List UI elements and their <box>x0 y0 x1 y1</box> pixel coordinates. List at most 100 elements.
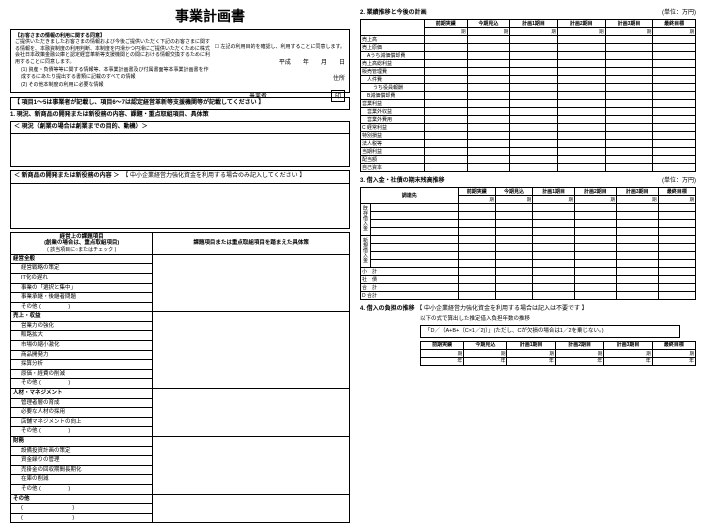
value-cell[interactable] <box>467 116 510 124</box>
period-cell[interactable]: 期 <box>604 349 652 357</box>
value-cell[interactable] <box>616 268 658 276</box>
value-cell[interactable] <box>658 268 695 276</box>
value-cell[interactable] <box>653 108 696 116</box>
value-cell[interactable] <box>467 156 510 164</box>
value-cell[interactable] <box>653 84 696 92</box>
value-cell[interactable] <box>557 60 605 68</box>
value-cell[interactable] <box>425 156 468 164</box>
value-cell[interactable] <box>425 76 468 84</box>
value-cell[interactable] <box>467 124 510 132</box>
value-cell[interactable] <box>533 244 575 252</box>
value-cell[interactable] <box>658 228 695 236</box>
value-cell[interactable] <box>557 116 605 124</box>
value-cell[interactable] <box>575 236 617 244</box>
value-cell[interactable] <box>575 228 617 236</box>
value-cell[interactable] <box>467 76 510 84</box>
value-cell[interactable] <box>557 36 605 44</box>
value-cell[interactable] <box>425 84 468 92</box>
value-cell[interactable] <box>495 204 532 212</box>
value-cell[interactable] <box>510 44 558 52</box>
issue-item[interactable]: 事業の「選択と集中」 <box>11 283 153 293</box>
value-cell[interactable] <box>605 132 653 140</box>
value-cell[interactable] <box>425 36 468 44</box>
value-cell[interactable] <box>605 76 653 84</box>
issue-item[interactable]: ( ) <box>11 513 153 523</box>
year-cell[interactable]: 年 <box>555 357 603 365</box>
value-cell[interactable] <box>658 220 695 228</box>
value-cell[interactable] <box>458 204 495 212</box>
issue-item[interactable]: 必要な人材の採用 <box>11 408 153 418</box>
value-cell[interactable] <box>653 116 696 124</box>
lender-cell[interactable] <box>371 244 459 252</box>
value-cell[interactable] <box>557 100 605 108</box>
value-cell[interactable] <box>467 164 510 172</box>
lender-cell[interactable] <box>371 260 459 268</box>
value-cell[interactable] <box>575 212 617 220</box>
value-cell[interactable] <box>425 164 468 172</box>
value-cell[interactable] <box>458 284 495 292</box>
value-cell[interactable] <box>467 84 510 92</box>
issue-item[interactable]: 商品開発力 <box>11 350 153 360</box>
value-cell[interactable] <box>658 212 695 220</box>
value-cell[interactable] <box>658 204 695 212</box>
lender-cell[interactable] <box>371 252 459 260</box>
value-cell[interactable] <box>495 268 532 276</box>
value-cell[interactable] <box>495 212 532 220</box>
period-cell[interactable]: 期 <box>425 28 468 36</box>
period-cell[interactable]: 期 <box>555 349 603 357</box>
period-cell[interactable]: 期 <box>653 28 696 36</box>
period-cell[interactable]: 期 <box>510 28 558 36</box>
issue-item[interactable]: その他 ( ) <box>11 302 153 312</box>
value-cell[interactable] <box>616 220 658 228</box>
value-cell[interactable] <box>510 132 558 140</box>
value-cell[interactable] <box>510 92 558 100</box>
value-cell[interactable] <box>616 252 658 260</box>
value-cell[interactable] <box>653 44 696 52</box>
value-cell[interactable] <box>605 164 653 172</box>
value-cell[interactable] <box>533 284 575 292</box>
period-cell[interactable]: 期 <box>495 196 532 204</box>
period-cell[interactable]: 期 <box>421 349 464 357</box>
value-cell[interactable] <box>533 212 575 220</box>
issue-item[interactable]: 設備投資計画の策定 <box>11 446 153 456</box>
lender-cell[interactable] <box>371 204 459 212</box>
value-cell[interactable] <box>653 124 696 132</box>
period-cell[interactable]: 期 <box>652 349 695 357</box>
value-cell[interactable] <box>575 292 617 300</box>
value-cell[interactable] <box>557 84 605 92</box>
value-cell[interactable] <box>616 228 658 236</box>
value-cell[interactable] <box>658 276 695 284</box>
value-cell[interactable] <box>467 148 510 156</box>
value-cell[interactable] <box>653 100 696 108</box>
value-cell[interactable] <box>616 260 658 268</box>
period-cell[interactable]: 期 <box>616 196 658 204</box>
value-cell[interactable] <box>653 156 696 164</box>
value-cell[interactable] <box>605 68 653 76</box>
value-cell[interactable] <box>458 268 495 276</box>
value-cell[interactable] <box>616 284 658 292</box>
issue-item[interactable]: 在庫の削減 <box>11 475 153 485</box>
value-cell[interactable] <box>495 276 532 284</box>
value-cell[interactable] <box>616 276 658 284</box>
value-cell[interactable] <box>458 236 495 244</box>
value-cell[interactable] <box>495 244 532 252</box>
value-cell[interactable] <box>605 44 653 52</box>
value-cell[interactable] <box>510 156 558 164</box>
value-cell[interactable] <box>510 84 558 92</box>
value-cell[interactable] <box>605 84 653 92</box>
lender-cell[interactable] <box>371 220 459 228</box>
value-cell[interactable] <box>653 92 696 100</box>
value-cell[interactable] <box>557 132 605 140</box>
value-cell[interactable] <box>495 292 532 300</box>
value-cell[interactable] <box>495 228 532 236</box>
value-cell[interactable] <box>510 60 558 68</box>
value-cell[interactable] <box>616 204 658 212</box>
value-cell[interactable] <box>616 236 658 244</box>
value-cell[interactable] <box>467 36 510 44</box>
value-cell[interactable] <box>458 252 495 260</box>
value-cell[interactable] <box>533 204 575 212</box>
value-cell[interactable] <box>467 140 510 148</box>
value-cell[interactable] <box>533 292 575 300</box>
year-cell[interactable]: 年 <box>604 357 652 365</box>
issue-item[interactable]: 資金繰りの管理 <box>11 456 153 466</box>
